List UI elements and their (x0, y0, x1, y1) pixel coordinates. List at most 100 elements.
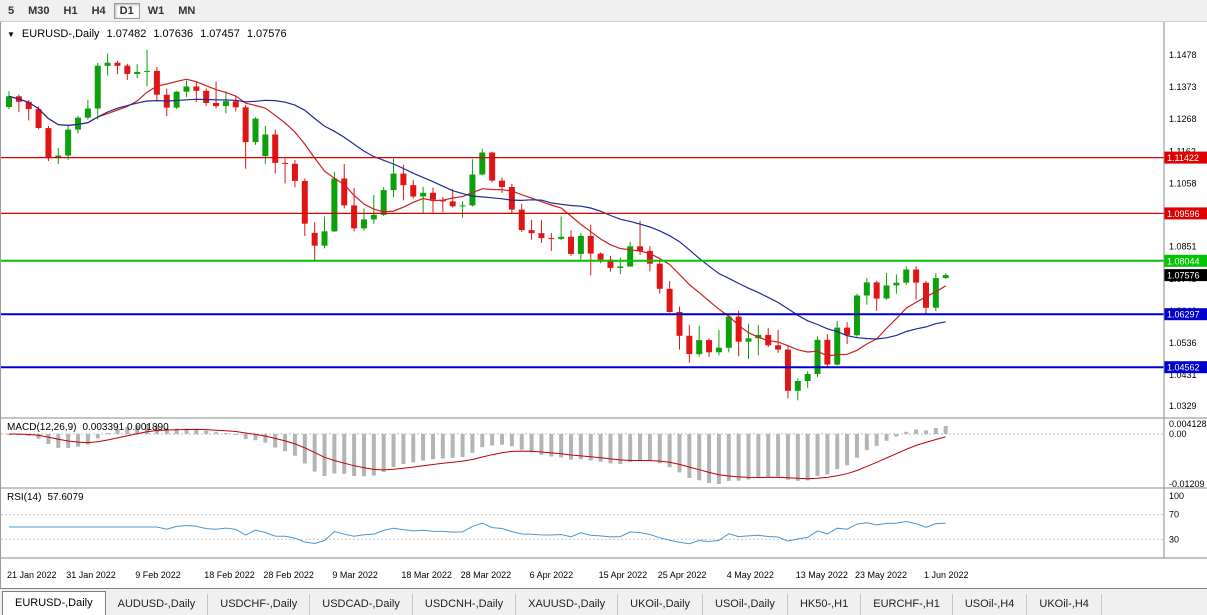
candle-body (114, 62, 121, 66)
rsi-axis-label: 100 (1169, 491, 1184, 501)
chevron-down-icon[interactable]: ▼ (7, 29, 15, 39)
macd-axis-label: 0.00 (1169, 429, 1187, 439)
macd-histogram-bar (273, 434, 278, 448)
candle-body (666, 288, 673, 312)
symbol-tab-usdcad-daily[interactable]: USDCAD-,Daily (310, 594, 413, 615)
candle-body (538, 233, 545, 239)
rsi-line (9, 520, 946, 545)
symbol-tab-ukoil-daily[interactable]: UKOil-,Daily (618, 594, 704, 615)
time-axis-label: 18 Mar 2022 (401, 570, 452, 580)
macd-histogram-bar (529, 434, 534, 453)
macd-histogram-bar (302, 434, 307, 464)
macd-histogram-bar (618, 434, 623, 465)
symbol-period-label: EURUSD-,Daily (21, 28, 100, 40)
candle-body (607, 259, 614, 268)
candle-body (134, 71, 141, 74)
macd-histogram-bar (726, 434, 731, 481)
symbol-tab-usdchf-daily[interactable]: USDCHF-,Daily (208, 594, 311, 615)
price-badge-label: 1.08044 (1167, 256, 1200, 266)
macd-histogram-bar (401, 434, 406, 464)
macd-histogram-bar (874, 434, 879, 446)
candle-body (420, 192, 427, 197)
candle-body (84, 108, 91, 118)
price-badge-label: 1.09596 (1167, 209, 1200, 219)
candle-body (449, 201, 456, 207)
candle-body (321, 231, 328, 246)
rsi-axis-label: 70 (1169, 510, 1179, 520)
price-axis-label: 1.0431 (1169, 370, 1197, 380)
timeframe-button-mn[interactable]: MN (178, 4, 196, 17)
symbol-tab-usoil-h4[interactable]: USOil-,H4 (953, 594, 1028, 615)
candle-body (735, 316, 742, 342)
symbol-tab-usoil-daily[interactable]: USOil-,Daily (703, 594, 788, 615)
macd-histogram-bar (914, 429, 919, 434)
macd-histogram-bar (36, 434, 41, 439)
macd-histogram-bar (56, 434, 61, 448)
candle-body (518, 209, 525, 231)
macd-histogram-bar (904, 431, 909, 434)
candle-body (656, 263, 663, 289)
macd-histogram-bar (657, 434, 662, 464)
symbol-tab-audusd-daily[interactable]: AUDUSD-,Daily (106, 594, 209, 615)
candle-body (104, 62, 111, 66)
price-badge (1164, 254, 1207, 267)
macd-indicator-label: MACD(12,26,9) 0.003391 0.001890 (7, 422, 169, 433)
timeframe-button-m30[interactable]: M30 (28, 4, 50, 17)
timeframe-button-5[interactable]: 5 (8, 4, 15, 17)
symbol-tab-eurusd-daily[interactable]: EURUSD-,Daily (2, 591, 106, 615)
chart-window[interactable]: 1.14781.13731.12681.11621.10581.09531.08… (0, 22, 1207, 588)
macd-histogram-bar (677, 434, 682, 473)
macd-histogram-bar (638, 434, 643, 461)
timeframe-button-h1[interactable]: H1 (63, 4, 78, 17)
symbol-tab-usdcnh-daily[interactable]: USDCNH-,Daily (413, 594, 517, 615)
candle-body (183, 86, 190, 92)
symbol-tab-ukoil-h4[interactable]: UKOil-,H4 (1027, 594, 1102, 615)
candle-body (568, 236, 575, 254)
candle-body (35, 109, 42, 128)
candle-body (45, 128, 52, 158)
candle-body (824, 339, 831, 365)
time-axis-label: 6 Apr 2022 (530, 570, 574, 580)
macd-histogram-bar (490, 434, 495, 446)
macd-histogram-bar (894, 434, 899, 437)
candle-body (242, 107, 249, 143)
candle-body (410, 185, 417, 197)
candle-body (222, 101, 229, 107)
macd-histogram-bar (361, 434, 366, 477)
candle-body (252, 118, 259, 143)
timeframe-button-h4[interactable]: H4 (91, 4, 106, 17)
price-badge (1164, 151, 1207, 164)
time-axis-label: 1 Jun 2022 (924, 570, 969, 580)
rsi-name: RSI(14) (7, 492, 42, 503)
candle-body (922, 282, 929, 308)
symbol-tab-xauusd-daily[interactable]: XAUUSD-,Daily (516, 594, 619, 615)
timeframe-button-d1[interactable]: D1 (113, 2, 140, 19)
macd-histogram-bar (539, 434, 544, 455)
candle-body (213, 103, 220, 107)
candle-body (715, 347, 722, 353)
macd-histogram-bar (430, 434, 435, 460)
time-axis-label: 28 Mar 2022 (461, 570, 512, 580)
symbol-tab-hk50-h1[interactable]: HK50-,H1 (788, 594, 862, 615)
candle-body (173, 91, 180, 108)
symbol-tab-eurchf-h1[interactable]: EURCHF-,H1 (861, 594, 953, 615)
macd-histogram-bar (716, 434, 721, 484)
macd-histogram-bar (381, 434, 386, 472)
price-chart-canvas[interactable]: 1.14781.13731.12681.11621.10581.09531.08… (1, 22, 1207, 588)
candle-body (745, 338, 752, 342)
time-axis-label: 18 Feb 2022 (204, 570, 255, 580)
candle-body (725, 316, 732, 348)
macd-histogram-bar (371, 434, 376, 476)
candle-body (282, 162, 289, 164)
macd-histogram-bar (795, 434, 800, 481)
macd-histogram-bar (864, 434, 869, 451)
macd-histogram-bar (95, 434, 100, 439)
candle-body (400, 173, 407, 186)
macd-histogram-bar (391, 434, 396, 467)
candle-body (94, 65, 101, 109)
candle-body (203, 90, 210, 103)
time-axis-label: 28 Feb 2022 (263, 570, 314, 580)
macd-histogram-bar (480, 434, 485, 448)
timeframe-button-w1[interactable]: W1 (147, 4, 165, 17)
candle-body (508, 187, 515, 210)
